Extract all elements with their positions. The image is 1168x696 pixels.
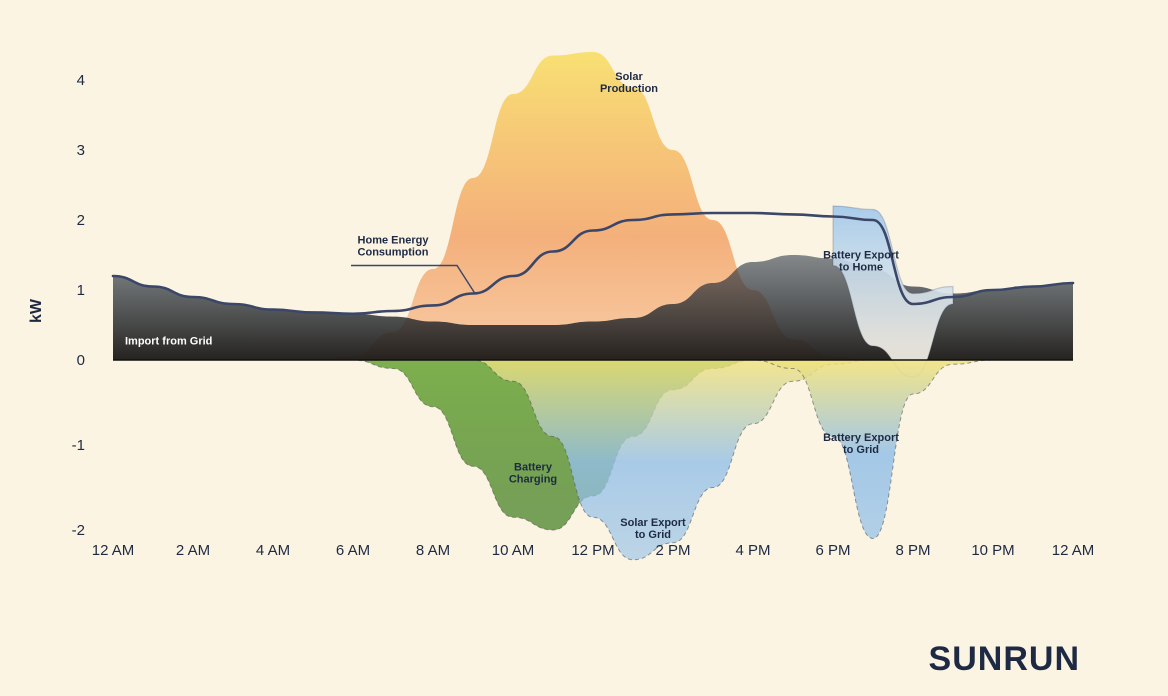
annotation-grid: Import from Grid xyxy=(125,336,212,348)
x-tick-label: 6 PM xyxy=(815,542,850,559)
x-tick-label: 6 AM xyxy=(336,542,370,559)
y-tick-label: 0 xyxy=(77,352,85,369)
x-tick-label: 2 PM xyxy=(655,542,690,559)
x-tick-label: 10 PM xyxy=(971,542,1014,559)
y-axis-label: kW xyxy=(28,298,45,323)
annotation-home: Home Energy xyxy=(358,235,430,247)
annotation-charge: Battery xyxy=(514,462,553,474)
annotation-home-l2: Consumption xyxy=(358,247,429,259)
y-tick-label: -2 xyxy=(72,522,85,539)
x-tick-label: 8 AM xyxy=(416,542,450,559)
y-tick-label: 1 xyxy=(77,282,85,299)
annotation-solar: Solar xyxy=(615,71,643,83)
annotation-bexporth-l2: to Home xyxy=(839,262,883,274)
annotation-bexportg: Battery Export xyxy=(823,432,899,444)
annotation-sexport: Solar Export xyxy=(620,517,686,529)
annotation-solar-l2: Production xyxy=(600,83,658,95)
x-tick-label: 12 AM xyxy=(1052,542,1095,559)
y-tick-label: 3 xyxy=(77,142,85,159)
y-tick-label: 4 xyxy=(77,72,85,89)
x-tick-label: 8 PM xyxy=(895,542,930,559)
x-tick-label: 12 PM xyxy=(571,542,614,559)
y-tick-label: -1 xyxy=(72,437,85,454)
solar-export-area xyxy=(113,360,1073,560)
y-tick-label: 2 xyxy=(77,212,85,229)
annotation-charge-l2: Charging xyxy=(509,474,557,486)
x-tick-label: 12 AM xyxy=(92,542,135,559)
x-tick-label: 10 AM xyxy=(492,542,535,559)
annotation-sexport-l2: to Grid xyxy=(635,529,671,541)
x-tick-label: 4 PM xyxy=(735,542,770,559)
annotation-bexporth: Battery Export xyxy=(823,250,899,262)
annotation-bexportg-l2: to Grid xyxy=(843,444,879,456)
x-tick-label: 2 AM xyxy=(176,542,210,559)
x-tick-label: 4 AM xyxy=(256,542,290,559)
sunrun-logo: SUNRUN xyxy=(929,640,1080,678)
